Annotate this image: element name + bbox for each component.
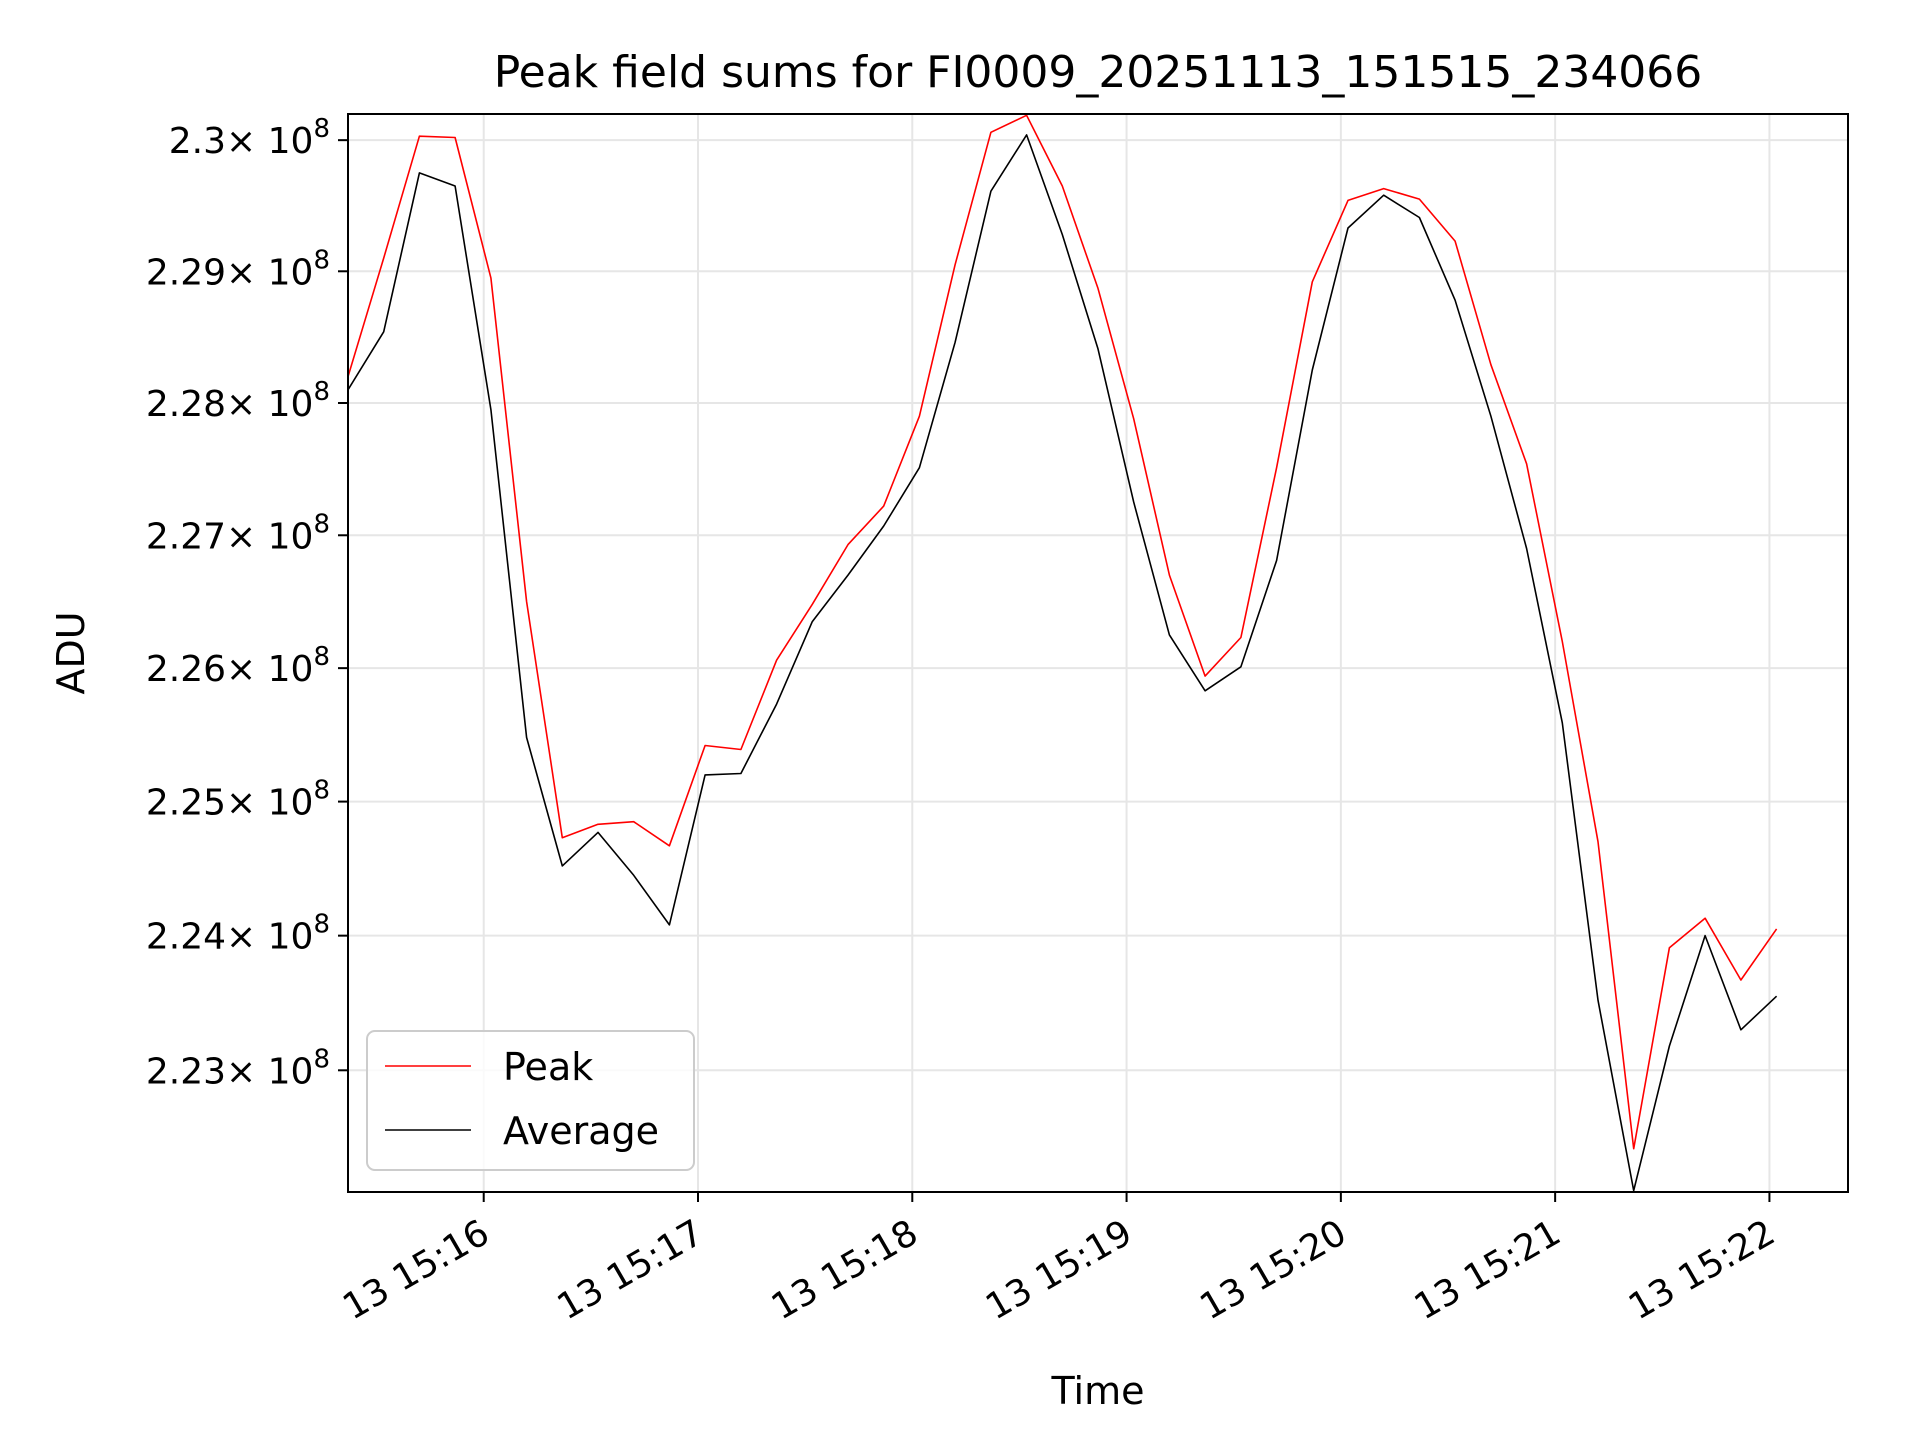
y-tick-times: × 10 xyxy=(226,121,313,162)
legend: Peak Average xyxy=(366,1030,695,1171)
legend-label-peak: Peak xyxy=(503,1045,593,1089)
y-tick-label: 2.27× 108 xyxy=(146,509,330,557)
y-tick-times: × 10 xyxy=(226,384,313,425)
y-tick-times: × 10 xyxy=(226,783,313,824)
y-tick-exponent: 8 xyxy=(313,377,330,407)
legend-label-average: Average xyxy=(503,1109,659,1153)
y-tick-label: 2.25× 108 xyxy=(146,776,330,824)
y-tick-mantissa: 2.27 xyxy=(146,516,226,557)
series-lines xyxy=(348,114,1778,1192)
y-tick-exponent: 8 xyxy=(313,114,330,144)
y-tick-label: 2.23× 108 xyxy=(146,1044,330,1092)
y-tick-times: × 10 xyxy=(226,649,313,690)
y-tick-label: 2.28× 108 xyxy=(146,377,330,425)
series-line-average xyxy=(348,134,1778,1192)
y-tick-mantissa: 2.23 xyxy=(146,1051,226,1092)
x-axis-label: Time xyxy=(1051,1369,1145,1413)
plot-frame xyxy=(347,113,1849,1193)
y-tick-label: 2.3× 108 xyxy=(169,114,330,162)
y-tick-label: 2.29× 108 xyxy=(146,245,330,293)
grid-lines xyxy=(348,114,1848,1192)
y-tick-label: 2.26× 108 xyxy=(146,642,330,690)
y-axis-label: ADU xyxy=(49,611,93,694)
y-tick-exponent: 8 xyxy=(313,776,330,806)
y-tick-mantissa: 2.29 xyxy=(146,252,226,293)
y-tick-times: × 10 xyxy=(226,516,313,557)
y-tick-label: 2.24× 108 xyxy=(146,910,330,958)
y-tick-mantissa: 2.26 xyxy=(146,649,226,690)
y-tick-mantissa: 2.25 xyxy=(146,783,226,824)
y-tick-exponent: 8 xyxy=(313,509,330,539)
y-tick-times: × 10 xyxy=(226,252,313,293)
y-tick-exponent: 8 xyxy=(313,910,330,940)
y-tick-mantissa: 2.24 xyxy=(146,917,226,958)
series-line-peak xyxy=(348,114,1778,1150)
y-tick-mantissa: 2.3 xyxy=(169,121,226,162)
y-tick-exponent: 8 xyxy=(313,245,330,275)
y-tick-times: × 10 xyxy=(226,1051,313,1092)
y-tick-times: × 10 xyxy=(226,917,313,958)
y-tick-mantissa: 2.28 xyxy=(146,384,226,425)
y-tick-exponent: 8 xyxy=(313,642,330,672)
y-tick-exponent: 8 xyxy=(313,1044,330,1074)
chart-title: Peak field sums for FI0009_20251113_1515… xyxy=(494,47,1703,98)
